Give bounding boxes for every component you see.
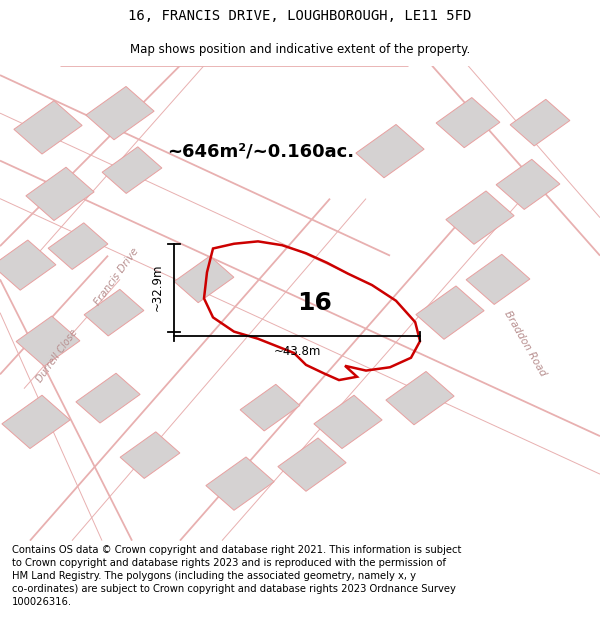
- Polygon shape: [174, 256, 234, 302]
- Polygon shape: [16, 316, 80, 366]
- Polygon shape: [386, 371, 454, 425]
- Polygon shape: [510, 99, 570, 146]
- Text: Braddon Road: Braddon Road: [502, 309, 548, 378]
- Polygon shape: [446, 191, 514, 244]
- Polygon shape: [314, 395, 382, 449]
- Polygon shape: [2, 395, 70, 449]
- Text: 16: 16: [298, 291, 332, 315]
- Polygon shape: [48, 223, 108, 269]
- Text: ~32.9m: ~32.9m: [151, 264, 164, 311]
- Polygon shape: [416, 286, 484, 339]
- Polygon shape: [102, 147, 162, 193]
- Polygon shape: [86, 86, 154, 140]
- Polygon shape: [466, 254, 530, 304]
- Polygon shape: [436, 98, 500, 148]
- Text: Francis Drive: Francis Drive: [93, 246, 141, 308]
- Text: Contains OS data © Crown copyright and database right 2021. This information is : Contains OS data © Crown copyright and d…: [12, 544, 461, 608]
- Polygon shape: [356, 124, 424, 177]
- Polygon shape: [240, 384, 300, 431]
- Polygon shape: [206, 457, 274, 510]
- Polygon shape: [76, 373, 140, 423]
- Polygon shape: [496, 159, 560, 209]
- Text: Durrell Close: Durrell Close: [34, 327, 80, 384]
- Text: Map shows position and indicative extent of the property.: Map shows position and indicative extent…: [130, 42, 470, 56]
- Polygon shape: [26, 168, 94, 221]
- Polygon shape: [0, 240, 56, 290]
- Polygon shape: [84, 289, 144, 336]
- Polygon shape: [120, 432, 180, 478]
- Polygon shape: [14, 101, 82, 154]
- Text: ~43.8m: ~43.8m: [274, 345, 320, 358]
- Text: ~646m²/~0.160ac.: ~646m²/~0.160ac.: [167, 142, 355, 160]
- Polygon shape: [278, 438, 346, 491]
- Text: 16, FRANCIS DRIVE, LOUGHBOROUGH, LE11 5FD: 16, FRANCIS DRIVE, LOUGHBOROUGH, LE11 5F…: [128, 9, 472, 23]
